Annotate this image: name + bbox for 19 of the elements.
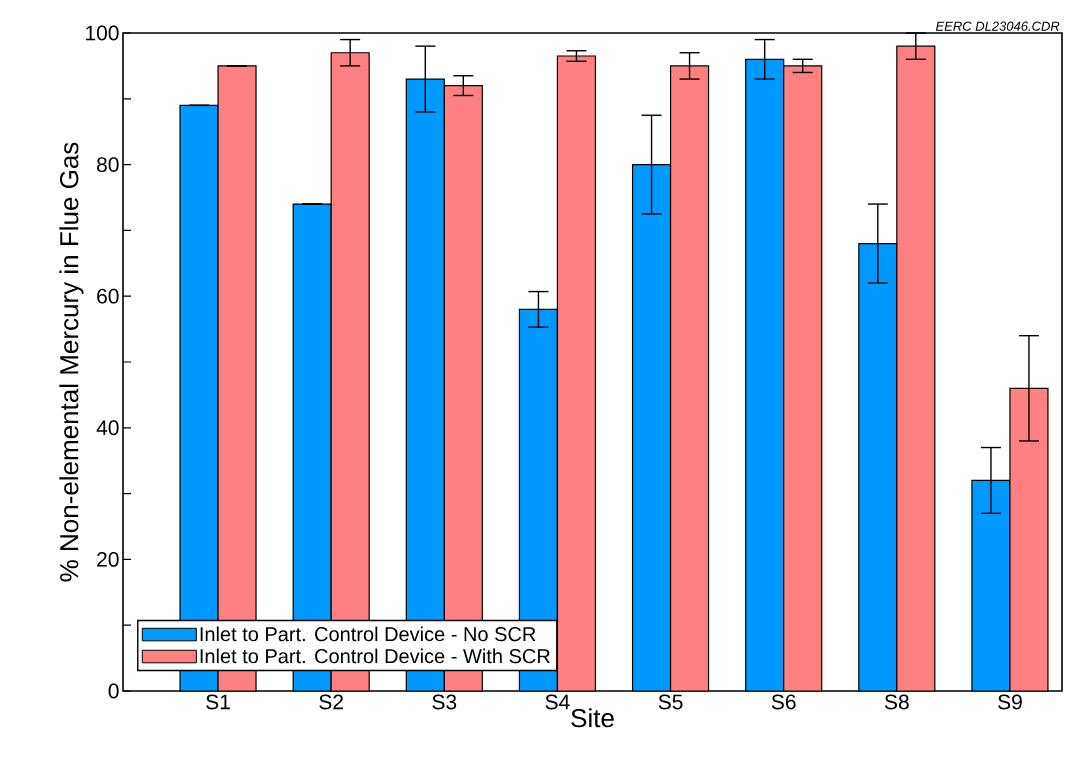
x-axis-title: Site [571, 708, 614, 728]
x-tick-label: S1 [206, 694, 230, 710]
y-tick-label: 80 [97, 157, 119, 173]
y-axis-title: % Non-elemental Mercury in Flue Gas [59, 142, 84, 582]
x-tick-label: S6 [771, 694, 796, 710]
x-tick-label: S8 [884, 694, 909, 710]
y-tick-label: 40 [96, 420, 119, 436]
legend-label: Inlet to Part. Control Device - With SCR [200, 648, 550, 664]
x-tick-label: S2 [319, 694, 343, 710]
x-tick-label: S4 [545, 694, 570, 710]
legend-label: Inlet to Part. Control Device - No SCR [200, 626, 536, 642]
x-tick-label: S5 [658, 694, 683, 710]
text: EERC DL23046.CDR [935, 21, 1060, 31]
x-tick-label: S3 [432, 694, 457, 710]
y-tick-label: 100 [86, 25, 119, 41]
y-tick-label: 60 [97, 288, 119, 304]
y-tick-label: 0 [108, 683, 119, 699]
x-tick-label: S9 [998, 694, 1022, 710]
y-tick-label: 20 [97, 551, 119, 567]
